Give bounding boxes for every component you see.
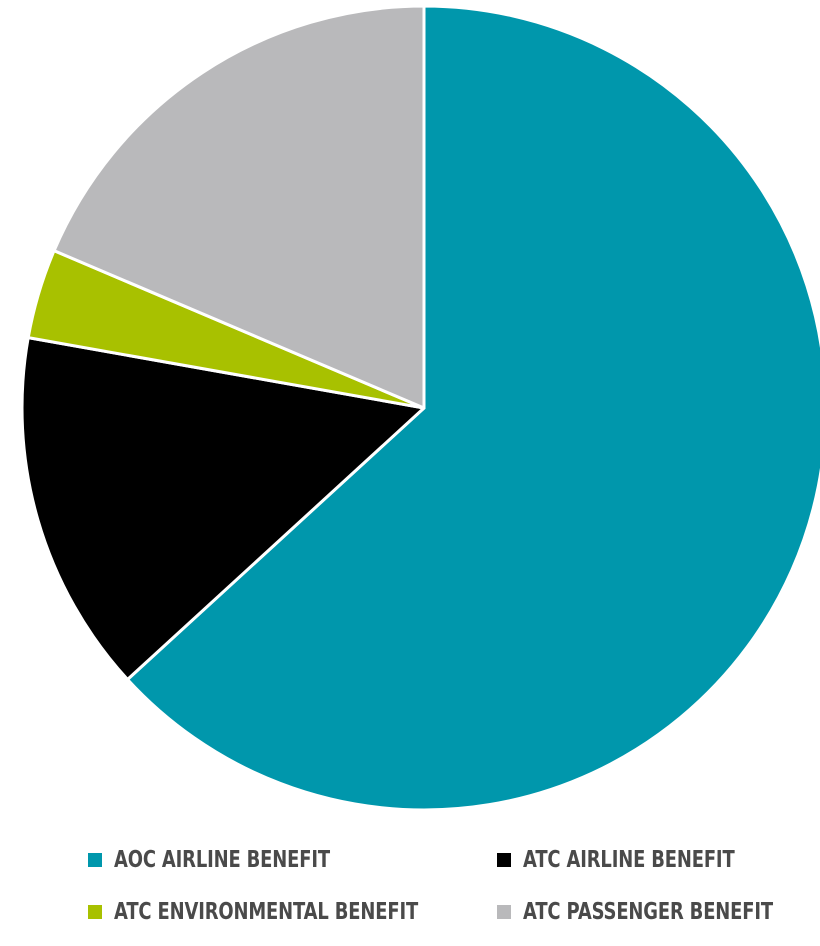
legend-label-atc-airline-benefit: ATC AIRLINE BENEFIT [523,847,735,873]
legend-label-atc-passenger-benefit: ATC PASSENGER BENEFIT [523,899,773,925]
legend-item-atc-environmental-benefit: ATC ENVIRONMENTAL BENEFIT [88,892,504,932]
legend-item-aoc-airline-benefit: AOC AIRLINE BENEFIT [88,840,391,880]
legend-swatch-aoc-airline-benefit [88,853,102,867]
pie-slice-aoc-airline-benefit [126,4,820,812]
legend-swatch-atc-environmental-benefit [88,905,102,919]
pie-slice-atc-passenger-benefit [52,4,426,410]
chart-legend: AOC AIRLINE BENEFIT ATC AIRLINE BENEFIT … [0,840,820,946]
pie-slice-atc-airline-benefit [20,336,426,681]
pie-chart-svg [20,4,820,812]
legend-label-aoc-airline-benefit: AOC AIRLINE BENEFIT [114,847,330,873]
legend-label-atc-environmental-benefit: ATC ENVIRONMENTAL BENEFIT [114,899,419,925]
pie-chart [20,4,820,812]
legend-item-atc-airline-benefit: ATC AIRLINE BENEFIT [497,840,794,880]
legend-swatch-atc-passenger-benefit [497,905,511,919]
legend-item-atc-passenger-benefit: ATC PASSENGER BENEFIT [497,892,820,932]
legend-swatch-atc-airline-benefit [497,853,511,867]
